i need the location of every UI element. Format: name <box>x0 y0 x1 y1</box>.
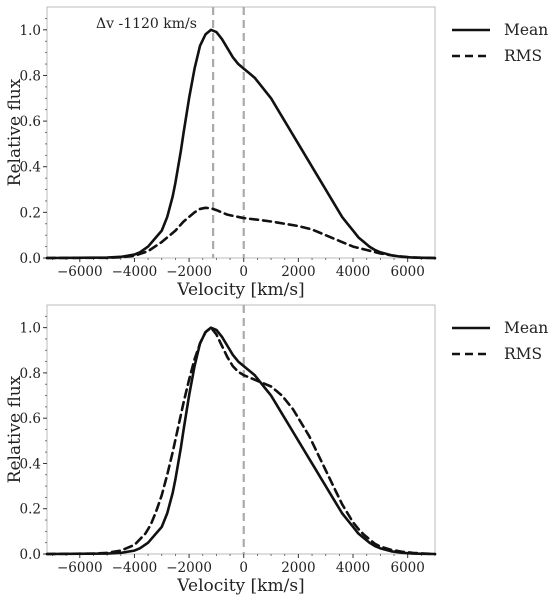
legend-label-mean: Mean <box>504 21 548 39</box>
x-axis-label: Velocity [km/s] <box>176 280 304 300</box>
y-tick-label: 1.0 <box>20 321 41 337</box>
plot-frame <box>46 6 436 259</box>
x-tick-label: −4000 <box>112 560 158 576</box>
x-tick-label: −4000 <box>112 264 158 280</box>
y-tick-label: 0.2 <box>20 502 41 518</box>
y-axis-label: Relative flux <box>5 78 25 186</box>
y-tick-label: 0.6 <box>20 114 41 130</box>
series-line-mean <box>45 326 437 556</box>
x-tick-label: 4000 <box>336 560 370 576</box>
x-tick-label: −2000 <box>166 264 212 280</box>
y-tick-label: 0.0 <box>20 547 41 563</box>
legend-label-rms: RMS <box>504 345 542 363</box>
x-tick-label: 0 <box>239 264 248 280</box>
x-tick-label: −6000 <box>57 264 103 280</box>
velocity-shift-annotation: Δv -1120 km/s <box>96 16 197 32</box>
legend-label-rms: RMS <box>504 47 542 65</box>
y-tick-label: 0.0 <box>20 251 41 267</box>
x-tick-label: −2000 <box>166 560 212 576</box>
series-line-rms <box>45 326 437 556</box>
series-line-mean <box>45 28 437 260</box>
y-tick-label: 0.6 <box>20 411 41 427</box>
x-axis-label: Velocity [km/s] <box>176 576 304 596</box>
x-tick-label: 2000 <box>281 264 315 280</box>
x-tick-label: 2000 <box>281 560 315 576</box>
y-tick-label: 0.4 <box>20 456 41 472</box>
y-tick-label: 0.8 <box>20 68 41 84</box>
y-tick-label: 0.4 <box>20 160 41 176</box>
x-tick-label: 4000 <box>336 264 370 280</box>
series-line-rms <box>45 206 437 260</box>
x-tick-label: −6000 <box>57 560 103 576</box>
top-chart: −6000 −4000 −2000 0 2000 4000 6000 0.0 0.2 0.4 0.6… <box>5 6 548 300</box>
y-tick-label: 1.0 <box>20 23 41 39</box>
legend-label-mean: Mean <box>504 319 548 337</box>
x-tick-label: 6000 <box>390 560 424 576</box>
y-tick-label: 0.8 <box>20 366 41 382</box>
y-axis-label: Relative flux <box>5 375 25 483</box>
x-tick-label: 0 <box>239 560 248 576</box>
x-tick-label: 6000 <box>390 264 424 280</box>
bottom-chart: −6000 −4000 −2000 0 2000 4000 6000 0.0 0.2 0.4 0.6… <box>5 304 548 596</box>
plot-frame <box>46 304 436 555</box>
y-tick-label: 0.2 <box>20 205 41 221</box>
